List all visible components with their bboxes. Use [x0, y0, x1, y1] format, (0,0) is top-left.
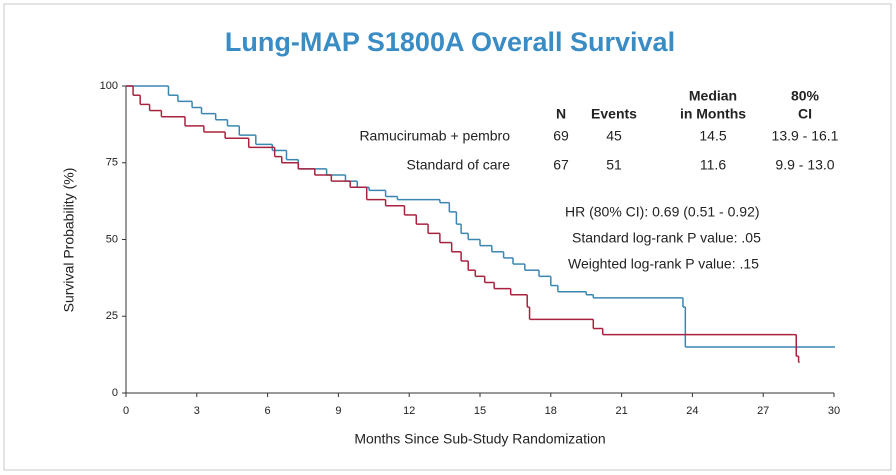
table-header: Median	[689, 88, 737, 104]
table-cell: 69	[553, 128, 569, 144]
table-header: Events	[591, 106, 637, 122]
x-tick-label: 30	[828, 405, 840, 417]
table-header: in Months	[680, 106, 746, 122]
table-header: CI	[798, 106, 812, 122]
table-cell: 9.9 - 13.0	[775, 157, 834, 173]
frame	[3, 3, 892, 471]
y-axis-label: Survival Probability (%)	[61, 168, 77, 313]
annotation: Standard log-rank P value: .05	[572, 230, 761, 246]
table-cell: 14.5	[699, 128, 726, 144]
y-tick-label: 0	[112, 387, 118, 399]
y-tick-label: 25	[106, 310, 118, 322]
table-cell: 11.6	[700, 157, 726, 173]
table-header: N	[556, 106, 566, 122]
table-cell: 51	[606, 157, 622, 173]
x-tick-label: 24	[686, 405, 698, 417]
y-tick-label: 75	[106, 157, 118, 169]
chart-title: Lung-MAP S1800A Overall Survival	[225, 27, 675, 57]
table-cell: 45	[606, 128, 622, 144]
y-tick-label: 50	[106, 233, 118, 245]
annotation: Weighted log-rank P value: .15	[568, 256, 759, 272]
x-tick-label: 3	[194, 405, 200, 417]
x-axis-label: Months Since Sub-Study Randomization	[354, 431, 605, 447]
x-tick-label: 6	[265, 405, 271, 417]
table-header: 80%	[791, 88, 820, 104]
y-tick-label: 100	[100, 80, 118, 92]
x-tick-label: 21	[615, 405, 627, 417]
x-tick-label: 12	[403, 405, 415, 417]
x-tick-label: 18	[545, 405, 557, 417]
x-tick-label: 0	[123, 405, 129, 417]
table-cell: 13.9 - 16.1	[772, 128, 839, 144]
x-tick-label: 15	[474, 405, 486, 417]
row-label: Ramucirumab + pembro	[359, 128, 510, 144]
table-cell: 67	[553, 157, 569, 173]
x-tick-label: 27	[757, 405, 769, 417]
row-label: Standard of care	[406, 157, 510, 173]
annotation: HR (80% CI): 0.69 (0.51 - 0.92)	[565, 204, 760, 220]
x-tick-label: 9	[335, 405, 341, 417]
